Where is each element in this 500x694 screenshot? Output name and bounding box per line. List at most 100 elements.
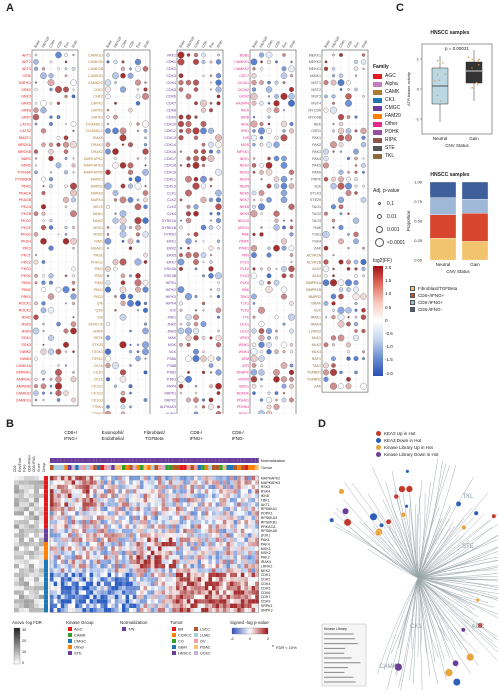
kinase-activity-dot [201, 142, 206, 147]
group-header-sub: TGFBeta [145, 436, 164, 441]
kinase-label-erk1: ERK1 [167, 240, 176, 244]
kinase-activity-dot [184, 327, 193, 335]
kinase-group-cell [44, 555, 48, 560]
heatmap-cell [64, 520, 68, 525]
heatmap-cell [57, 493, 61, 498]
kinase-activity-dot [63, 149, 69, 154]
heatmap-cell [132, 555, 137, 560]
kinase-activity-dot [361, 308, 366, 313]
heatmap-cell [107, 586, 112, 591]
heatmap-cell [183, 568, 187, 573]
tumor-cell [107, 465, 112, 470]
kinase-activity-dot [186, 53, 191, 57]
kinase-activity-dot [338, 287, 344, 292]
heatmap-cell [132, 489, 137, 494]
tumor-swatch [194, 645, 198, 649]
kinase-activity-dot [129, 391, 132, 395]
tumor-cell [226, 465, 230, 470]
y-tick-label: -1 [415, 117, 419, 122]
kinase-label-myo3b: MYO3B [308, 115, 321, 119]
heatmap-cell [197, 590, 202, 595]
heatmap-cell [107, 484, 112, 490]
heatmap-cell [240, 550, 245, 556]
kinase-activity-dot [266, 127, 272, 134]
kinase-activity-dot [34, 81, 38, 84]
heatmap-cell [154, 515, 158, 520]
heatmap-cell [172, 528, 176, 534]
fc-tick-label: -2.0 [385, 370, 393, 376]
kinase-node [473, 510, 479, 516]
heatmap-cell [240, 480, 245, 485]
heatmap-cell [190, 533, 194, 538]
heatmap-cell [75, 581, 79, 586]
kinase-activity-dot [354, 308, 358, 312]
heatmap-cell [125, 564, 130, 569]
heatmap-cell [93, 480, 97, 485]
heatmap-cell [104, 608, 108, 613]
heatmap-cell [89, 480, 94, 485]
kinase-activity-dot [200, 175, 207, 183]
heatmap-cell [143, 586, 148, 591]
heatmap-cell [129, 608, 133, 613]
anova-cell [29, 586, 34, 591]
kinase-activity-dot [72, 316, 75, 319]
heatmap-cell [114, 511, 119, 516]
heatmap-cell [233, 502, 238, 507]
kinase-activity-dot [353, 66, 359, 72]
kinase-activity-dot [288, 265, 295, 273]
kinase-activity-dot [194, 295, 198, 298]
tree-group-label: CAMK [379, 664, 396, 670]
heatmap-cell [179, 572, 184, 578]
bar-legend-label: CD8-/IFNG- [418, 307, 442, 312]
heatmap-cell [251, 498, 256, 503]
pvalue-circle [377, 202, 381, 205]
kinase-label-kmphk1: KMPHK1 [16, 371, 31, 375]
anova-cell [19, 564, 24, 569]
tree-branch [417, 577, 500, 655]
kinase-activity-dot [42, 330, 45, 332]
heatmap-cell [143, 506, 148, 512]
heatmap-cell [147, 506, 151, 512]
heatmap-cell [208, 555, 212, 560]
heatmap-cell [172, 498, 176, 503]
heatmap-cell [86, 493, 90, 498]
kinase-activity-dot [179, 128, 183, 133]
tree-branch [417, 577, 473, 613]
heatmap-cell [190, 498, 194, 503]
kinase-activity-dot [49, 102, 53, 105]
heatmap-cell [230, 511, 234, 516]
kinase-activity-dot [64, 364, 68, 367]
kinase-activity-dot [289, 301, 294, 306]
kinase-node [405, 469, 410, 474]
kinase-activity-dot [179, 164, 183, 167]
kinase-label-cdk14: CDK14 [164, 143, 176, 147]
heatmap-cell [132, 603, 137, 608]
kinase-activity-dot [281, 273, 287, 279]
heatmap-cell [82, 559, 86, 564]
column-header-label: Endo [71, 40, 78, 49]
heatmap-cell [237, 577, 241, 582]
heatmap-cell [190, 502, 194, 507]
barplot-xlabel: CNV Status [446, 269, 470, 274]
kinase-activity-dot [281, 245, 287, 251]
tumor-cell [136, 465, 140, 470]
kinase-activity-dot [105, 142, 111, 147]
kinase-activity-dot [185, 211, 192, 217]
heatmap-cell [197, 586, 202, 591]
tumor-cell [82, 465, 86, 470]
heatmap-cell [89, 564, 94, 569]
kinase-activity-dot [136, 343, 140, 346]
heatmap-cell [96, 502, 101, 507]
heatmap-cell [212, 515, 216, 520]
kinase-activity-dot [56, 101, 61, 105]
kinase-label-dapk3: DAPK3 [91, 115, 103, 119]
heatmap-cell [125, 476, 130, 481]
heatmap-cell [201, 555, 205, 560]
tree-branch [417, 577, 446, 637]
kinase-activity-dot [136, 350, 140, 354]
heatmap-cell [143, 520, 148, 525]
kinase-activity-dot [55, 86, 62, 93]
kinase-activity-dot [40, 348, 47, 355]
heatmap-cell [60, 484, 65, 490]
heatmap-cell [197, 484, 202, 490]
